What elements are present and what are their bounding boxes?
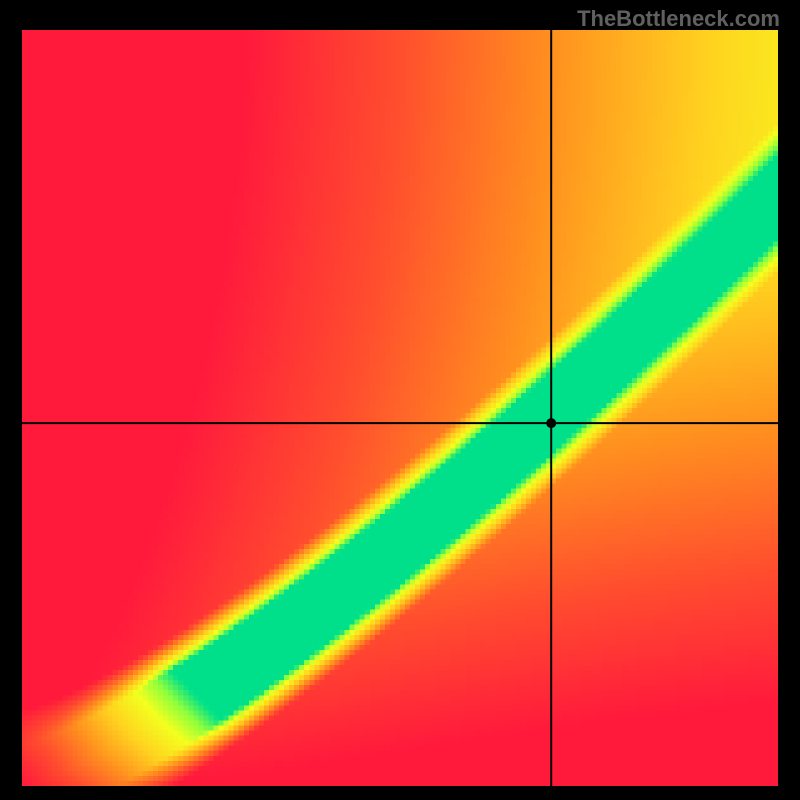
source-watermark: TheBottleneck.com (577, 6, 780, 32)
crosshair-marker (546, 418, 556, 428)
crosshair-overlay (22, 30, 778, 786)
chart-container: TheBottleneck.com (0, 0, 800, 800)
